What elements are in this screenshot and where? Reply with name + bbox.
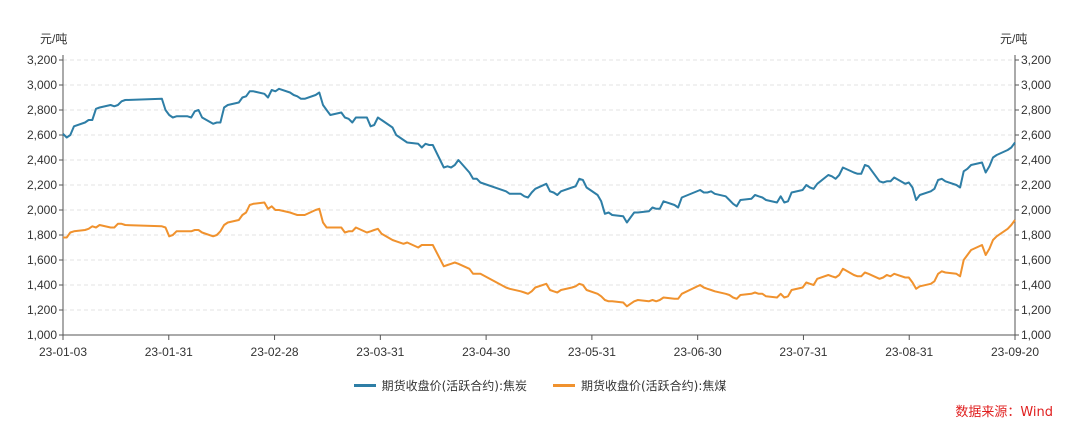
y-tick-label-left: 1,400 [27, 278, 57, 292]
y-tick-label-left: 2,200 [27, 178, 57, 192]
y-tick-label-right: 2,000 [1021, 203, 1051, 217]
y-tick-label-left: 3,000 [27, 78, 57, 92]
y-tick-label-left: 2,000 [27, 203, 57, 217]
line-chart: 元/吨 元/吨 1,000 1,200 1,400 1,600 1,800 2,000 2,… [27, 32, 1051, 359]
y-tick-label-right: 2,800 [1021, 103, 1051, 117]
y-tick-label-right: 1,200 [1021, 303, 1051, 317]
y-tick-label-right: 3,000 [1021, 78, 1051, 92]
legend-label-coking-coal: 期货收盘价(活跃合约):焦煤 [581, 379, 727, 393]
y-tick-label-left: 3,200 [27, 53, 57, 67]
legend-swatch-coking-coal [553, 384, 575, 387]
y-tick-label-left: 1,600 [27, 253, 57, 267]
y-tick-label-left: 2,400 [27, 153, 57, 167]
series-lines [62, 87, 1016, 308]
y-tick-label-left: 1,000 [27, 328, 57, 342]
axes [62, 55, 1016, 336]
series-line-coking-coal [63, 201, 1016, 308]
x-tick-label: 23-03-31 [356, 345, 404, 359]
left-axis-unit: 元/吨 [40, 32, 67, 46]
x-tick-label: 23-05-31 [568, 345, 616, 359]
y-tick-label-right: 3,200 [1021, 53, 1051, 67]
data-source-note: 数据来源：Wind [955, 405, 1053, 420]
y-tick-label-left: 2,600 [27, 128, 57, 142]
x-tick-label: 23-08-31 [885, 345, 933, 359]
y-axis-right-ticks: 1,000 1,200 1,400 1,600 1,800 2,000 2,200 2,400… [1015, 53, 1051, 342]
y-tick-label-left: 1,200 [27, 303, 57, 317]
right-axis-unit: 元/吨 [1000, 32, 1027, 46]
series-line-coke [62, 87, 1016, 224]
x-tick-label: 23-01-31 [145, 345, 193, 359]
y-tick-label-right: 1,800 [1021, 228, 1051, 242]
x-tick-label: 23-04-30 [462, 345, 510, 359]
legend: 期货收盘价(活跃合约):焦炭 期货收盘价(活跃合约):焦煤 [0, 377, 1080, 394]
y-tick-label-right: 1,400 [1021, 278, 1051, 292]
x-axis-ticks: 23-01-03 23-01-31 23-02-28 23-03-31 23-04-30… [39, 335, 1039, 359]
legend-label-coke: 期货收盘价(活跃合约):焦炭 [381, 379, 527, 393]
y-tick-label-left: 1,800 [27, 228, 57, 242]
y-tick-label-right: 2,200 [1021, 178, 1051, 192]
x-tick-label: 23-02-28 [251, 345, 299, 359]
legend-swatch-coke [353, 384, 376, 387]
gridlines [63, 59, 1015, 311]
y-tick-label-right: 1,600 [1021, 253, 1051, 267]
y-axis-left-ticks: 1,000 1,200 1,400 1,600 1,800 2,000 2,200 2,400… [27, 53, 63, 342]
y-tick-label-right: 2,600 [1021, 128, 1051, 142]
x-tick-label: 23-01-03 [39, 345, 87, 359]
y-tick-label-right: 2,400 [1021, 153, 1051, 167]
y-tick-label-left: 2,800 [27, 103, 57, 117]
x-tick-label: 23-09-20 [991, 345, 1039, 359]
x-tick-label: 23-06-30 [674, 345, 722, 359]
x-tick-label: 23-07-31 [779, 345, 827, 359]
legend-item-coke[interactable]: 期货收盘价(活跃合约):焦炭 [353, 377, 527, 394]
y-tick-label-right: 1,000 [1021, 328, 1051, 342]
legend-item-coking-coal[interactable]: 期货收盘价(活跃合约):焦煤 [553, 377, 726, 394]
